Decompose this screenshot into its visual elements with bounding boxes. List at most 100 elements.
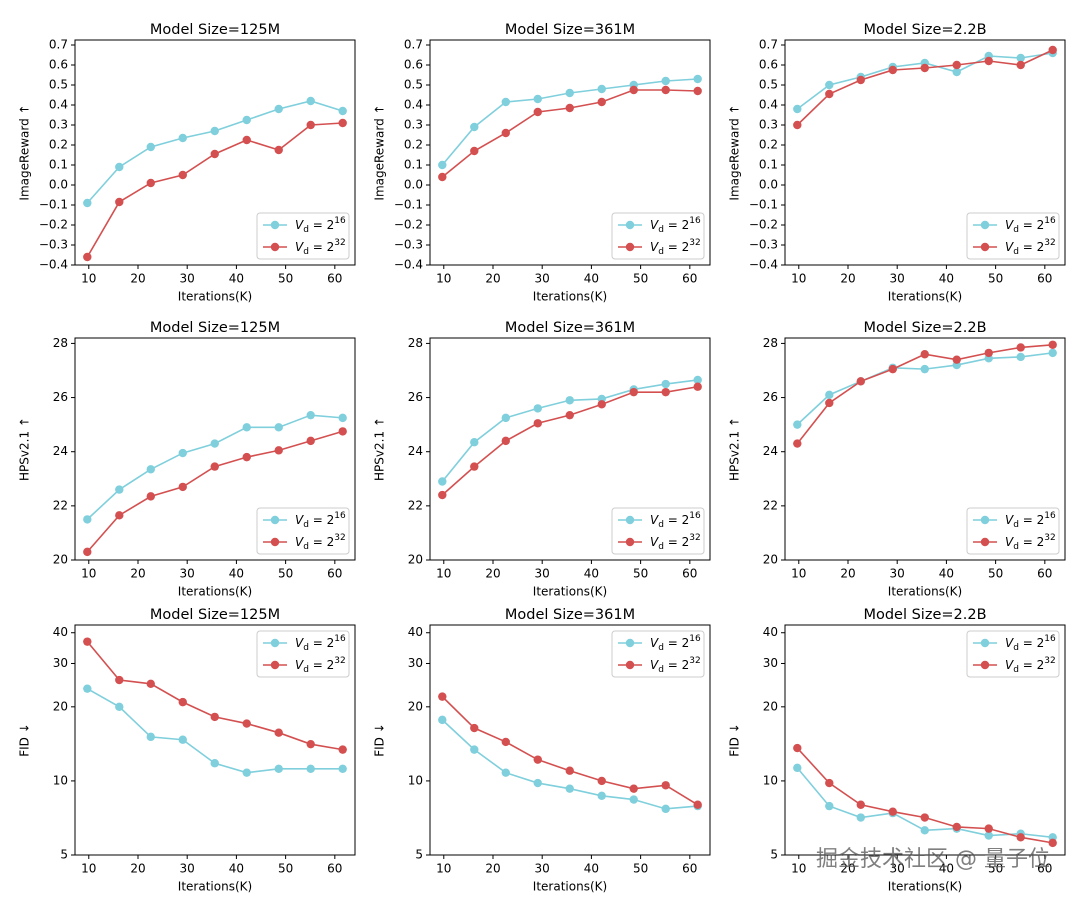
legend-label: Vd = 232: [1005, 533, 1056, 552]
panel: Model Size=361M Iterations(K) ImageReward …: [373, 22, 711, 304]
data-point: [210, 759, 219, 768]
data-point: [856, 813, 865, 822]
data-point: [83, 684, 92, 693]
plot-frame: [74, 624, 356, 856]
x-tick-label: 20: [840, 862, 855, 876]
legend-label: Vd = 216: [650, 511, 701, 530]
data-point: [146, 732, 155, 742]
data-point: [565, 103, 574, 113]
data-point: [952, 822, 961, 832]
x-tick-label: 60: [1037, 272, 1052, 286]
data-point: [83, 547, 92, 557]
y-tick-label: 28: [763, 336, 778, 350]
legend-marker: [270, 537, 280, 547]
legend-marker: [625, 515, 635, 525]
y-axis-label: FID ↓: [18, 723, 32, 757]
chart-title: Model Size=2.2B: [863, 320, 986, 336]
legend-label: Vd = 216: [295, 216, 346, 235]
data-point: [470, 462, 479, 471]
y-tick-label: 0.7: [49, 38, 68, 52]
chart-title: Model Size=361M: [505, 22, 635, 38]
legend-marker: [270, 220, 280, 230]
x-tick-label: 50: [633, 272, 648, 286]
data-point: [210, 149, 219, 159]
y-tick-label: 0.3: [404, 118, 423, 132]
y-tick-label: 0.5: [404, 78, 423, 92]
data-point: [146, 465, 155, 474]
y-tick-label: 0.2: [49, 138, 68, 152]
data-point: [115, 485, 124, 494]
series-line: [441, 719, 698, 810]
data-point: [1048, 45, 1057, 55]
data-point: [178, 133, 187, 143]
data-point: [306, 764, 315, 773]
data-point: [274, 446, 283, 455]
data-point: [306, 120, 315, 130]
y-tick-label: 0.3: [49, 118, 68, 132]
y-tick-label: 30: [763, 656, 778, 670]
x-tick-label: 30: [535, 272, 550, 286]
x-tick-label: 50: [633, 862, 648, 876]
data-point: [274, 764, 283, 773]
y-tick-label: 0.0: [759, 178, 778, 192]
data-point: [693, 375, 702, 385]
x-axis-label: Iterations(K): [178, 290, 252, 304]
data-point: [661, 804, 670, 814]
y-tick-label: 5: [415, 848, 423, 862]
data-point: [438, 160, 447, 170]
data-point: [274, 145, 283, 155]
legend-label: Vd = 216: [1005, 511, 1056, 530]
data-point: [242, 423, 251, 432]
chart-title: Model Size=125M: [150, 22, 280, 38]
x-tick-label: 10: [81, 862, 96, 876]
panel: Model Size=361M Iterations(K) HPSv2.1 ↑ 10 2…: [373, 320, 711, 599]
data-point: [1048, 340, 1057, 349]
data-point: [83, 515, 92, 524]
x-axis-label: Iterations(K): [178, 880, 252, 894]
data-point: [793, 763, 802, 773]
data-point: [888, 65, 897, 75]
data-point: [793, 439, 802, 448]
x-tick-label: 60: [1037, 862, 1052, 876]
data-point: [274, 104, 283, 114]
data-point: [338, 745, 347, 754]
y-axis-label: FID ↓: [373, 723, 387, 757]
data-point: [115, 197, 124, 207]
data-point: [501, 737, 510, 747]
data-point: [565, 410, 574, 420]
data-point: [501, 97, 510, 107]
plot-frame: [429, 39, 711, 266]
data-point: [597, 791, 606, 800]
data-point: [115, 511, 124, 520]
data-point: [438, 715, 447, 725]
data-point: [793, 120, 802, 130]
chart-title: Model Size=361M: [505, 607, 635, 623]
x-axis-label: Iterations(K): [888, 290, 962, 304]
data-point: [501, 436, 510, 446]
data-point: [533, 404, 542, 413]
plot-frame: [429, 624, 711, 856]
legend-label: Vd = 232: [650, 656, 701, 675]
data-point: [501, 768, 510, 777]
data-point: [210, 462, 219, 471]
x-tick-label: 30: [535, 862, 550, 876]
data-point: [83, 198, 92, 208]
y-tick-label: 0.1: [49, 158, 68, 172]
y-tick-label: 0.3: [759, 118, 778, 132]
plot-frame: [784, 337, 1066, 561]
legend-marker: [625, 638, 635, 648]
y-tick-label: 20: [408, 699, 423, 713]
chart-title: Model Size=361M: [505, 320, 635, 336]
y-tick-label: −0.3: [749, 238, 778, 252]
x-axis-label: Iterations(K): [888, 880, 962, 894]
data-point: [338, 106, 347, 116]
x-tick-label: 20: [485, 862, 500, 876]
panel: Model Size=125M Iterations(K) FID ↓ 10 20 30 4…: [18, 607, 356, 894]
data-point: [825, 398, 834, 408]
y-tick-label: 0.6: [404, 58, 423, 72]
y-tick-label: 40: [53, 625, 68, 639]
x-tick-label: 50: [988, 272, 1003, 286]
data-point: [306, 96, 315, 106]
x-tick-label: 40: [939, 272, 954, 286]
x-tick-label: 50: [278, 862, 293, 876]
